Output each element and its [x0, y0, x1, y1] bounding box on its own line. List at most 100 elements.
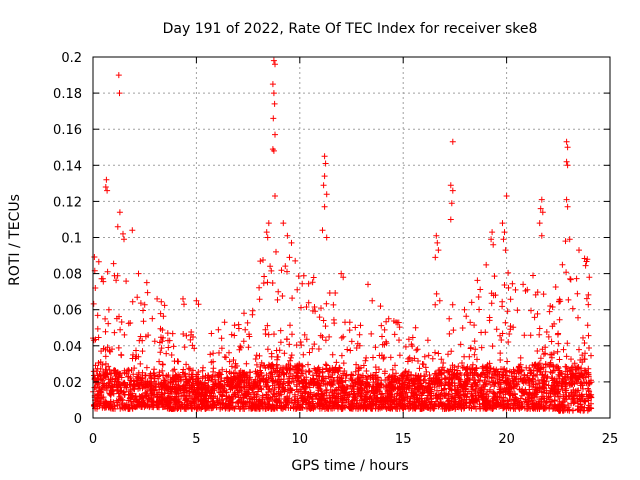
data-point — [147, 380, 154, 387]
data-point — [277, 327, 284, 334]
data-point — [455, 380, 462, 386]
data-point — [415, 358, 421, 364]
data-point — [567, 275, 574, 282]
data-point — [277, 339, 284, 346]
data-point — [564, 368, 571, 374]
data-point — [445, 368, 452, 375]
data-point — [316, 314, 323, 321]
data-point — [273, 361, 280, 368]
data-point — [310, 376, 317, 383]
data-point — [332, 290, 339, 296]
data-point — [471, 351, 478, 358]
data-point — [241, 384, 248, 391]
data-point — [379, 390, 386, 397]
data-point — [518, 367, 525, 374]
data-point — [228, 363, 235, 370]
data-point — [158, 298, 165, 305]
data-point — [434, 387, 440, 394]
data-point — [215, 383, 222, 390]
data-point — [403, 375, 410, 382]
data-point — [479, 365, 486, 372]
data-point — [284, 268, 290, 275]
data-point — [372, 375, 379, 382]
data-point — [347, 382, 354, 389]
data-point — [123, 278, 130, 285]
data-point — [563, 385, 570, 392]
data-point — [373, 369, 380, 376]
data-point — [331, 320, 338, 327]
data-point — [582, 397, 588, 404]
data-point — [497, 357, 504, 363]
data-point — [258, 359, 265, 366]
data-point — [238, 388, 245, 395]
data-point — [293, 383, 300, 390]
data-point — [489, 397, 496, 404]
data-point — [372, 385, 379, 392]
data-point — [339, 396, 346, 403]
y-axis-ticks: 0 0.02 0.04 0.06 0.08 0.1 0.12 0.14 0.16 0.18 0.2 — [53, 51, 610, 427]
data-point — [400, 372, 407, 378]
data-point — [489, 343, 496, 350]
data-point — [539, 393, 546, 400]
data-point — [395, 319, 402, 326]
data-point — [547, 369, 554, 375]
data-point — [131, 403, 138, 410]
data-point — [215, 384, 222, 391]
data-point — [246, 382, 252, 389]
data-point — [322, 160, 329, 167]
data-point — [507, 392, 514, 399]
data-point — [256, 377, 263, 384]
data-point — [527, 367, 534, 374]
data-point — [429, 355, 436, 362]
data-point — [411, 392, 418, 399]
data-point — [359, 380, 366, 387]
data-point — [120, 389, 127, 396]
data-point — [271, 386, 278, 393]
data-point — [357, 322, 364, 329]
data-point — [481, 386, 487, 393]
data-point — [328, 398, 335, 405]
data-point — [547, 387, 554, 394]
data-point — [565, 404, 572, 411]
data-point — [467, 319, 474, 326]
data-point — [378, 377, 385, 384]
y-tick-label: 0.14 — [53, 159, 82, 174]
data-point — [264, 322, 271, 329]
data-point — [438, 356, 445, 363]
data-point — [181, 385, 188, 392]
data-point — [226, 358, 233, 365]
data-point — [125, 405, 132, 412]
data-point — [95, 258, 102, 265]
data-point — [565, 296, 572, 303]
data-point — [268, 267, 275, 274]
data-point — [270, 90, 277, 97]
data-point — [289, 295, 296, 302]
data-point — [440, 360, 447, 366]
data-point — [357, 385, 364, 392]
data-point — [584, 407, 591, 414]
data-point — [279, 387, 286, 394]
data-point — [311, 365, 318, 372]
data-point — [259, 392, 266, 399]
data-point — [476, 306, 483, 313]
data-point — [489, 405, 496, 412]
data-point — [441, 375, 448, 382]
data-point — [232, 403, 239, 410]
data-point — [323, 362, 330, 369]
data-point — [328, 381, 335, 388]
data-point — [505, 386, 512, 392]
data-point — [102, 353, 109, 360]
data-point — [533, 386, 540, 393]
data-point — [468, 299, 475, 306]
data-point — [160, 334, 166, 341]
data-point — [409, 334, 416, 341]
data-point — [235, 398, 242, 405]
data-point — [486, 369, 493, 376]
data-point — [457, 341, 464, 348]
data-point — [134, 402, 141, 409]
data-point — [338, 334, 345, 341]
data-point — [405, 336, 412, 343]
data-point — [321, 173, 328, 180]
data-point — [286, 341, 293, 348]
data-point — [102, 360, 109, 367]
